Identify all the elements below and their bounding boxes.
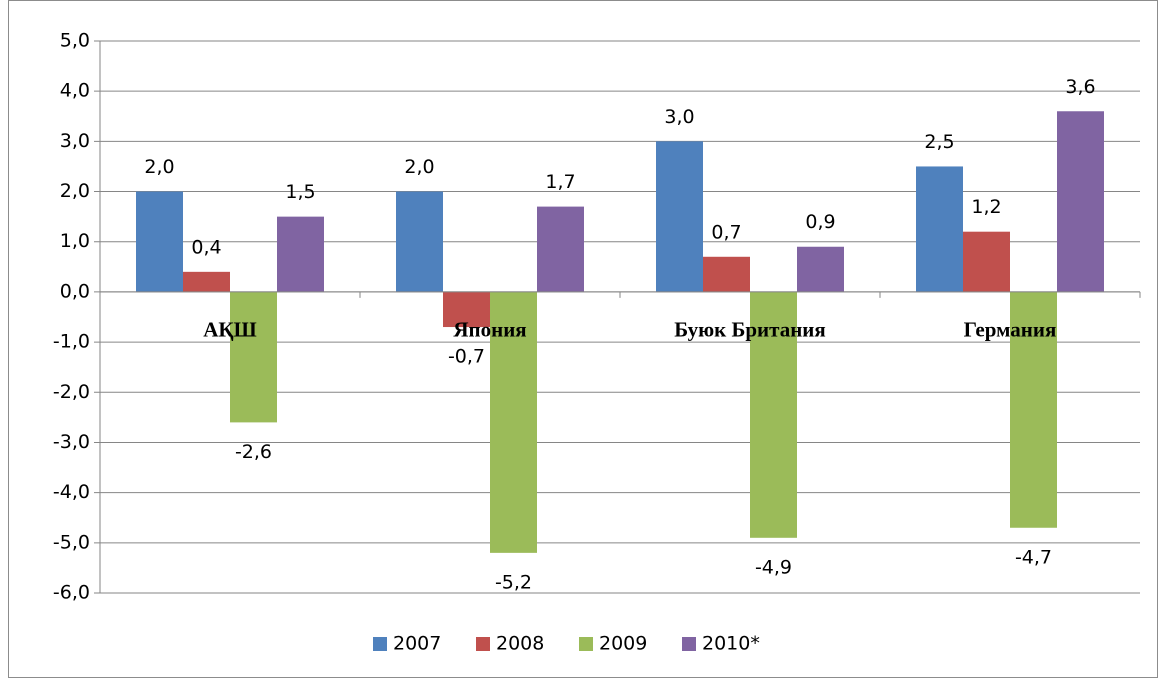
bar bbox=[703, 256, 750, 292]
bar bbox=[1057, 111, 1104, 292]
chart-border bbox=[8, 0, 1158, 678]
bar bbox=[230, 291, 277, 423]
value-label: 0,7 bbox=[711, 221, 741, 243]
legend-label: 2010* bbox=[702, 633, 760, 655]
y-tick-label: -6,0 bbox=[53, 582, 90, 604]
x-tick-label: Буюк Британия bbox=[674, 318, 826, 342]
bar bbox=[916, 166, 963, 292]
value-label: 0,4 bbox=[191, 236, 221, 258]
value-label: -0,7 bbox=[448, 346, 485, 368]
bar bbox=[136, 191, 183, 292]
value-label: -5,2 bbox=[495, 571, 532, 593]
bar bbox=[963, 231, 1010, 292]
y-tick-label: 0,0 bbox=[60, 280, 90, 302]
legend-label: 2009 bbox=[599, 633, 647, 655]
bar bbox=[183, 271, 230, 292]
legend-swatch bbox=[476, 637, 490, 651]
y-tick-label: 2,0 bbox=[60, 180, 90, 202]
value-label: -4,7 bbox=[1015, 546, 1052, 568]
value-label: 1,5 bbox=[285, 181, 315, 203]
x-tick-label: Германия bbox=[964, 318, 1057, 342]
value-label: 2,5 bbox=[924, 131, 954, 153]
y-tick-label: -5,0 bbox=[53, 531, 90, 553]
value-label: -2,6 bbox=[235, 441, 272, 463]
y-tick-label: 1,0 bbox=[60, 230, 90, 252]
y-tick-label: 3,0 bbox=[60, 130, 90, 152]
y-tick-label: 4,0 bbox=[60, 80, 90, 102]
bar bbox=[396, 191, 443, 292]
y-tick-label: -4,0 bbox=[53, 481, 90, 503]
y-tick-label: -2,0 bbox=[53, 381, 90, 403]
legend-swatch bbox=[373, 637, 387, 651]
value-label: 1,7 bbox=[545, 171, 575, 193]
bar bbox=[656, 141, 703, 292]
x-tick-label: Япония bbox=[453, 318, 526, 342]
bar bbox=[490, 291, 537, 553]
y-tick-label: 5,0 bbox=[60, 30, 90, 52]
bar bbox=[443, 291, 490, 328]
value-label: 0,9 bbox=[805, 211, 835, 233]
value-label: 2,0 bbox=[404, 156, 434, 178]
value-label: 1,2 bbox=[971, 196, 1001, 218]
bar bbox=[797, 246, 844, 292]
legend-swatch bbox=[682, 637, 696, 651]
value-label: 2,0 bbox=[144, 156, 174, 178]
bar bbox=[277, 216, 324, 292]
y-tick-label: -3,0 bbox=[53, 431, 90, 453]
legend-label: 2008 bbox=[496, 633, 544, 655]
legend-label: 2007 bbox=[393, 633, 441, 655]
value-label: 3,6 bbox=[1065, 76, 1095, 98]
value-label: -4,9 bbox=[755, 556, 792, 578]
bar bbox=[537, 206, 584, 292]
bar bbox=[750, 291, 797, 538]
value-label: 3,0 bbox=[664, 106, 694, 128]
legend-swatch bbox=[579, 637, 593, 651]
y-tick-label: -1,0 bbox=[53, 331, 90, 353]
bar bbox=[1010, 291, 1057, 528]
x-tick-label: АҚШ bbox=[203, 318, 256, 342]
